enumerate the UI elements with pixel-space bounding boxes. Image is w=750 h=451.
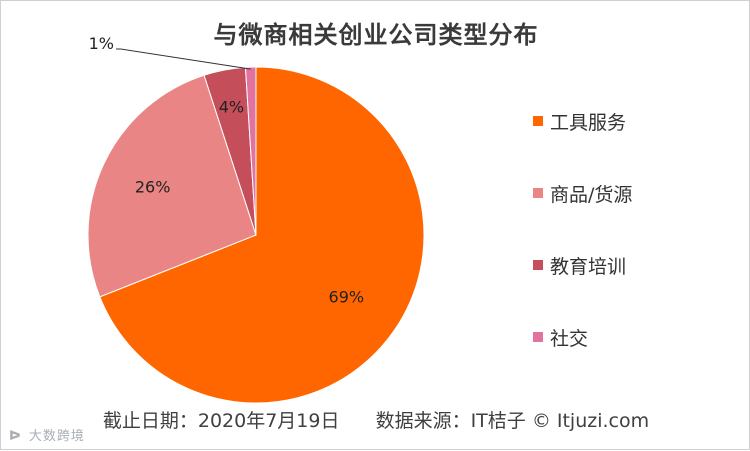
legend-item: 工具服务 [533,105,632,137]
pie-slice-1 [99,66,425,404]
slice-label-4: 1% [89,34,114,53]
legend-swatch [533,260,543,270]
chart-footer: 截止日期：2020年7月19日 数据来源：IT桔子 © Itjuzi.com [1,406,750,433]
legend-swatch [533,116,543,126]
watermark-logo-icon: ᐅ [9,429,22,444]
legend-item: 教育培训 [533,249,632,281]
chart-title: 与微商相关创业公司类型分布 [213,21,539,49]
pie-slice-2 [87,74,257,298]
pie-slice-4 [244,66,257,236]
legend: 工具服务 商品/货源 教育培训 社交 [533,105,632,393]
legend-label: 教育培训 [550,255,627,278]
legend-item: 社交 [533,321,632,353]
legend-label: 工具服务 [550,111,627,134]
slice-label-3: 4% [219,97,244,116]
date-note: 截止日期：2020年7月19日 [102,410,340,432]
legend-label: 商品/货源 [550,183,633,206]
slice-label-2: 26% [135,177,171,196]
source-note: 数据来源：IT桔子 © Itjuzi.com [375,410,650,432]
slice-label-1: 69% [329,287,365,306]
legend-label: 社交 [550,327,589,350]
leader-line [116,48,251,70]
legend-swatch [533,188,543,198]
legend-item: 商品/货源 [533,177,632,209]
watermark-text: 大数跨境 [28,429,85,444]
legend-swatch [533,332,543,342]
watermark: ᐅ 大数跨境 [9,425,85,444]
